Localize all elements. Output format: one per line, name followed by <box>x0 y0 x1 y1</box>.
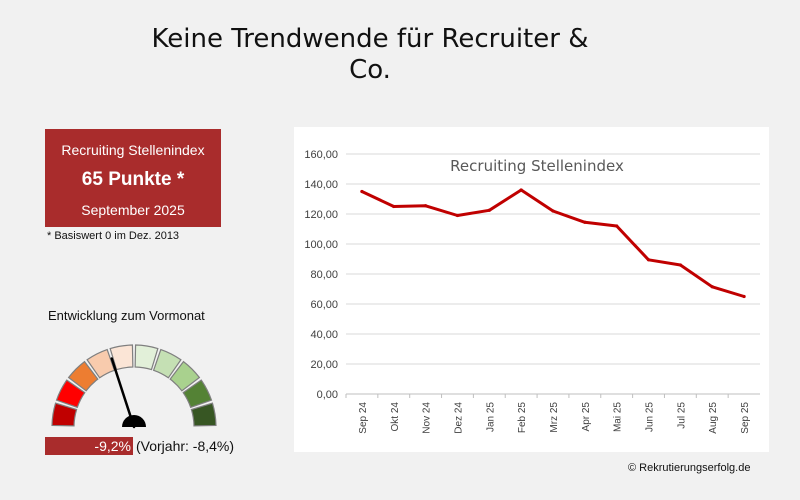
gauge-change-value: -9,2% <box>45 437 133 455</box>
x-tick-label: Nov 24 <box>422 402 433 434</box>
data-point <box>615 224 619 228</box>
gauge-segment <box>182 379 213 409</box>
index-date: September 2025 <box>81 202 185 218</box>
data-point <box>455 213 460 218</box>
data-point <box>424 204 428 208</box>
data-point <box>487 208 491 212</box>
index-label: Recruiting Stellenindex <box>61 142 205 158</box>
data-point <box>519 188 523 192</box>
x-tick-label: Jun 25 <box>645 402 656 432</box>
y-tick-label: 80,00 <box>310 269 338 281</box>
gauge-icon <box>51 344 217 429</box>
y-tick-label: 160,00 <box>304 149 338 161</box>
x-tick-label: Dez 24 <box>453 402 464 434</box>
x-tick-label: Sep 25 <box>740 402 751 434</box>
y-axis: 0,00 20,00 40,00 60,00 80,00 100,00 120,00 140,… <box>304 149 338 401</box>
gauge-segment <box>134 344 159 371</box>
x-tick-label: Okt 24 <box>390 402 401 432</box>
series-line <box>360 188 746 298</box>
data-point <box>678 263 682 267</box>
y-tick-label: 40,00 <box>310 329 338 341</box>
y-tick-label: 60,00 <box>310 299 338 311</box>
data-point <box>360 189 364 194</box>
index-footnote: * Basiswert 0 im Dez. 2013 <box>47 230 180 242</box>
gauge-segment <box>190 402 217 427</box>
gauge-title: Entwicklung zum Vormonat <box>48 308 205 323</box>
x-tick-label: Jul 25 <box>676 402 687 429</box>
gauge-segment <box>169 360 201 392</box>
gauge-previous-year: (Vorjahr: -8,4%) <box>136 438 235 454</box>
data-point <box>710 285 714 289</box>
data-point <box>392 204 396 209</box>
x-axis: Sep 24 Okt 24 Nov 24 Dez 24 Jan 25 Feb 25 Mrz … <box>345 394 751 434</box>
x-tick-label: Jan 25 <box>485 402 496 432</box>
x-tick-label: Feb 25 <box>517 402 528 434</box>
copyright-notice: © Rekrutierungserfolg.de <box>628 462 751 474</box>
data-point <box>583 220 587 224</box>
x-tick-label: Mai 25 <box>613 402 624 432</box>
x-tick-label: Sep 24 <box>358 402 369 434</box>
x-tick-label: Aug 25 <box>708 402 719 434</box>
chart-title: Recruiting Stellenindex <box>450 157 624 175</box>
gauge-segment <box>55 379 86 409</box>
y-tick-label: 140,00 <box>304 179 338 191</box>
gauge-segment <box>51 402 78 427</box>
gauge-segment <box>109 344 134 371</box>
line-chart: 0,00 20,00 40,00 60,00 80,00 100,00 120,00 140,… <box>304 149 760 434</box>
x-tick-label: Mrz 25 <box>549 402 560 433</box>
chart-gridlines <box>346 153 760 395</box>
data-point <box>742 294 746 299</box>
index-summary-box: Recruiting Stellenindex 65 Punkte * Sept… <box>45 129 221 227</box>
gauge-hub <box>122 415 146 427</box>
gauge-segment <box>67 360 99 392</box>
page-title: Keine Trendwende für Recruiter & Co. <box>151 24 589 85</box>
gauge-segment <box>152 348 182 379</box>
y-tick-label: 100,00 <box>304 239 338 251</box>
series-points <box>360 188 746 299</box>
y-tick-label: 0,00 <box>317 389 338 401</box>
data-point <box>646 258 651 262</box>
y-tick-label: 120,00 <box>304 209 338 221</box>
data-point <box>551 209 555 213</box>
y-tick-label: 20,00 <box>310 359 338 371</box>
index-value: 65 Punkte * <box>81 169 185 190</box>
line-chart-panel: 0,00 20,00 40,00 60,00 80,00 100,00 120,00 140,… <box>294 127 769 452</box>
x-tick-label: Apr 25 <box>581 402 592 432</box>
